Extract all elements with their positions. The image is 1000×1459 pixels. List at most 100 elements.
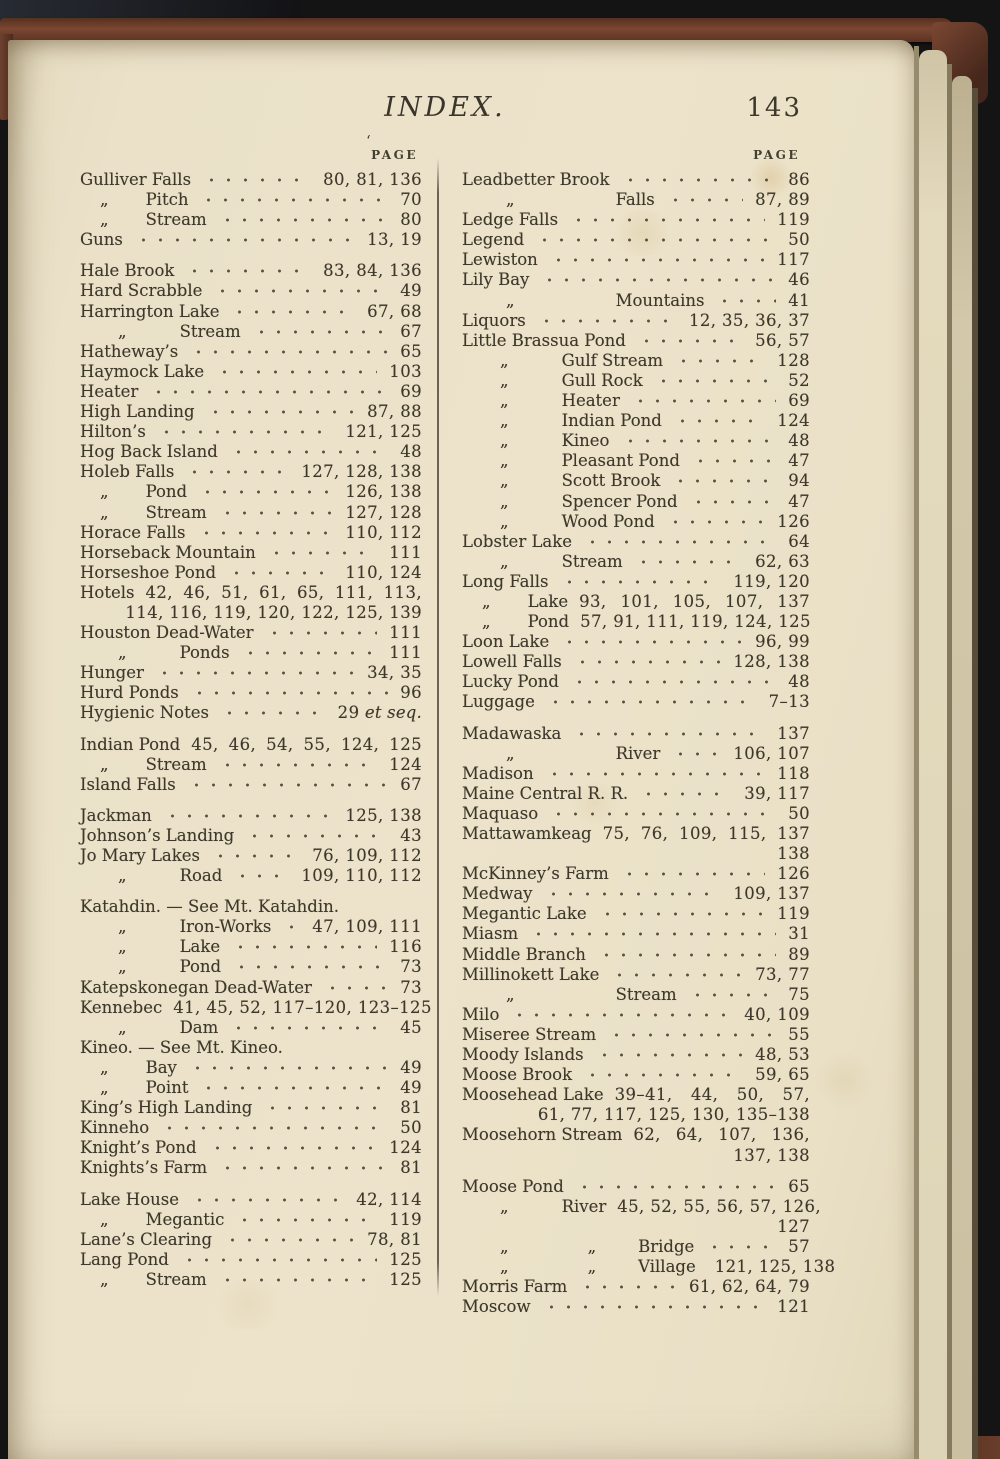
index-row: „ Bay 49 — [80, 1057, 422, 1079]
index-row: „ Pond 57, 91, 111, 119, 124, 125 — [462, 612, 811, 632]
index-group: Indian Pond 45, 46, 54, 55, 124, 125 „ Stre… — [80, 735, 422, 795]
entry-label: Stream — [615, 984, 677, 1004]
dot-leader — [541, 692, 757, 713]
index-row: Jackman 125, 138 — [80, 805, 422, 826]
entry-pages: 69 — [400, 381, 422, 401]
entry-label: Lobster Lake — [462, 531, 573, 551]
ditto-mark: „ — [100, 482, 110, 502]
page-stack-band — [919, 50, 947, 1459]
index-row: „ Stream 67 — [80, 321, 422, 342]
index-row: Knights’s Farm 81 — [80, 1158, 422, 1179]
entry-pages: 116 — [389, 937, 422, 957]
entry-pages: 125, 138 — [345, 805, 422, 825]
entry-label: Stream — [145, 210, 207, 230]
index-row: 61, 77, 117, 125, 130, 135–138 — [462, 1105, 810, 1125]
entry-pages: 39, 117 — [744, 783, 810, 803]
dot-leader — [260, 623, 378, 644]
index-row: Knight’s Pond 124 — [80, 1138, 422, 1159]
dot-leader — [278, 917, 301, 938]
entry-pages: 57 — [788, 1236, 810, 1256]
index-row: Millinokett Lake 73, 77 — [462, 964, 810, 985]
dot-leader — [318, 977, 389, 998]
index-row: „ „ Village 121, 125, 138 — [462, 1257, 835, 1277]
dot-leader — [629, 551, 744, 572]
entry-pages: 42, 114 — [356, 1189, 422, 1209]
dot-leader — [194, 482, 334, 503]
dot-leader — [686, 451, 777, 472]
index-row: Guns 13, 19 — [80, 230, 422, 251]
entry-pages: 13, 19 — [367, 230, 422, 250]
index-row: Lily Bay 46 — [462, 270, 810, 291]
entry-label: Moose Brook — [462, 1065, 573, 1085]
entry-label: Spencer Pond — [561, 491, 678, 511]
dot-leader — [565, 672, 777, 693]
dot-leader — [568, 652, 722, 673]
index-row: Hatheway’s 65 — [80, 341, 422, 362]
dot-leader — [262, 542, 378, 563]
entry-pages: 137, 138 — [733, 1145, 810, 1165]
dot-leader — [198, 170, 312, 191]
entry-label: Lake — [179, 937, 221, 957]
entry-label: Jo Mary Lakes — [80, 846, 201, 865]
entry-label: Madison — [462, 763, 534, 783]
index-row: „ Pond 73 — [80, 957, 422, 978]
index-row: „ „ Bridge 57 — [462, 1236, 810, 1257]
index-row: Horseshoe Pond 110, 124 — [80, 562, 422, 583]
index-row: „ Road 109, 110, 112 — [80, 866, 422, 887]
entry-pages: 62, 63 — [755, 551, 810, 571]
dot-leader — [603, 1024, 777, 1046]
index-row: Moscow 121 — [462, 1297, 810, 1318]
index-row: Johnson’s Landing 43 — [80, 825, 422, 846]
dot-leader — [661, 190, 744, 211]
dot-leader — [579, 1065, 744, 1086]
entry-pages: 50 — [788, 230, 810, 250]
dot-leader — [192, 522, 334, 543]
entry-label: Lily Bay — [462, 270, 530, 290]
entry-label: Megantic — [145, 1209, 225, 1229]
index-row: Houston Dead-Water 111 — [80, 623, 422, 644]
entry-pages: 114, 116, 119, 120, 122, 125, 139 — [125, 602, 422, 622]
entry-pages: 73, 77 — [755, 964, 810, 984]
ditto-mark: „ — [100, 1078, 110, 1098]
entry-label: Pond — [179, 957, 222, 977]
index-row: Madawaska 137 — [462, 723, 810, 744]
dot-leader — [175, 1249, 378, 1270]
index-row: „ Gulf Stream 128 — [462, 350, 810, 371]
entry-label: Milo — [462, 1004, 500, 1024]
entry-pages: 45, 46, 54, 55, 124, 125 — [191, 734, 422, 754]
entry-pages: 80 — [400, 210, 422, 230]
entry-pages: 50 — [788, 803, 810, 823]
dot-leader — [185, 683, 389, 704]
index-row: Hard Scrabble 49 — [80, 281, 422, 302]
index-column-left: PAGE Gulliver Falls 80, 81, 136 „ Pitch 70 „ S… — [80, 148, 431, 1317]
ditto-mark: „ — [506, 290, 516, 310]
dot-leader — [203, 1138, 378, 1159]
entry-pages: 75, 76, 109, 115, 137 — [602, 824, 810, 843]
index-row: „ Indian Pond 124 — [462, 411, 810, 432]
index-row: Hurd Ponds 96 — [80, 683, 422, 704]
dot-leader — [565, 210, 766, 231]
column-header-page: PAGE — [371, 148, 418, 162]
dot-leader — [213, 502, 334, 523]
index-row: 114, 116, 119, 120, 122, 125, 139 — [80, 603, 422, 623]
index-entries-left: Gulliver Falls 80, 81, 136 „ Pitch 70 „ Stream… — [80, 170, 431, 1290]
index-row: „ Point 49 — [80, 1078, 422, 1099]
index-row: „ Stream 127, 128 — [80, 502, 422, 523]
dot-leader — [667, 471, 777, 492]
index-row: Milo 40, 109 — [462, 1004, 810, 1025]
index-row: „ River 45, 52, 55, 56, 57, 126, — [462, 1197, 821, 1217]
dot-leader — [226, 301, 356, 322]
dot-leader — [228, 957, 389, 978]
dot-leader — [635, 783, 733, 804]
entry-pages: 49 — [400, 1057, 422, 1077]
index-row: Ledge Falls 119 — [462, 210, 810, 231]
entry-pages: 31 — [788, 924, 810, 944]
entry-pages: 65 — [400, 341, 422, 361]
entry-pages: 119 — [389, 1209, 422, 1229]
ditto-mark: „ — [506, 984, 516, 1004]
entry-pages: 61, 77, 117, 125, 130, 135–138 — [537, 1105, 810, 1125]
page-title: INDEX. — [384, 92, 506, 123]
dot-leader — [590, 1045, 744, 1066]
entry-label: Lucky Pond — [462, 672, 559, 692]
index-row: Horace Falls 110, 112 — [80, 522, 422, 543]
